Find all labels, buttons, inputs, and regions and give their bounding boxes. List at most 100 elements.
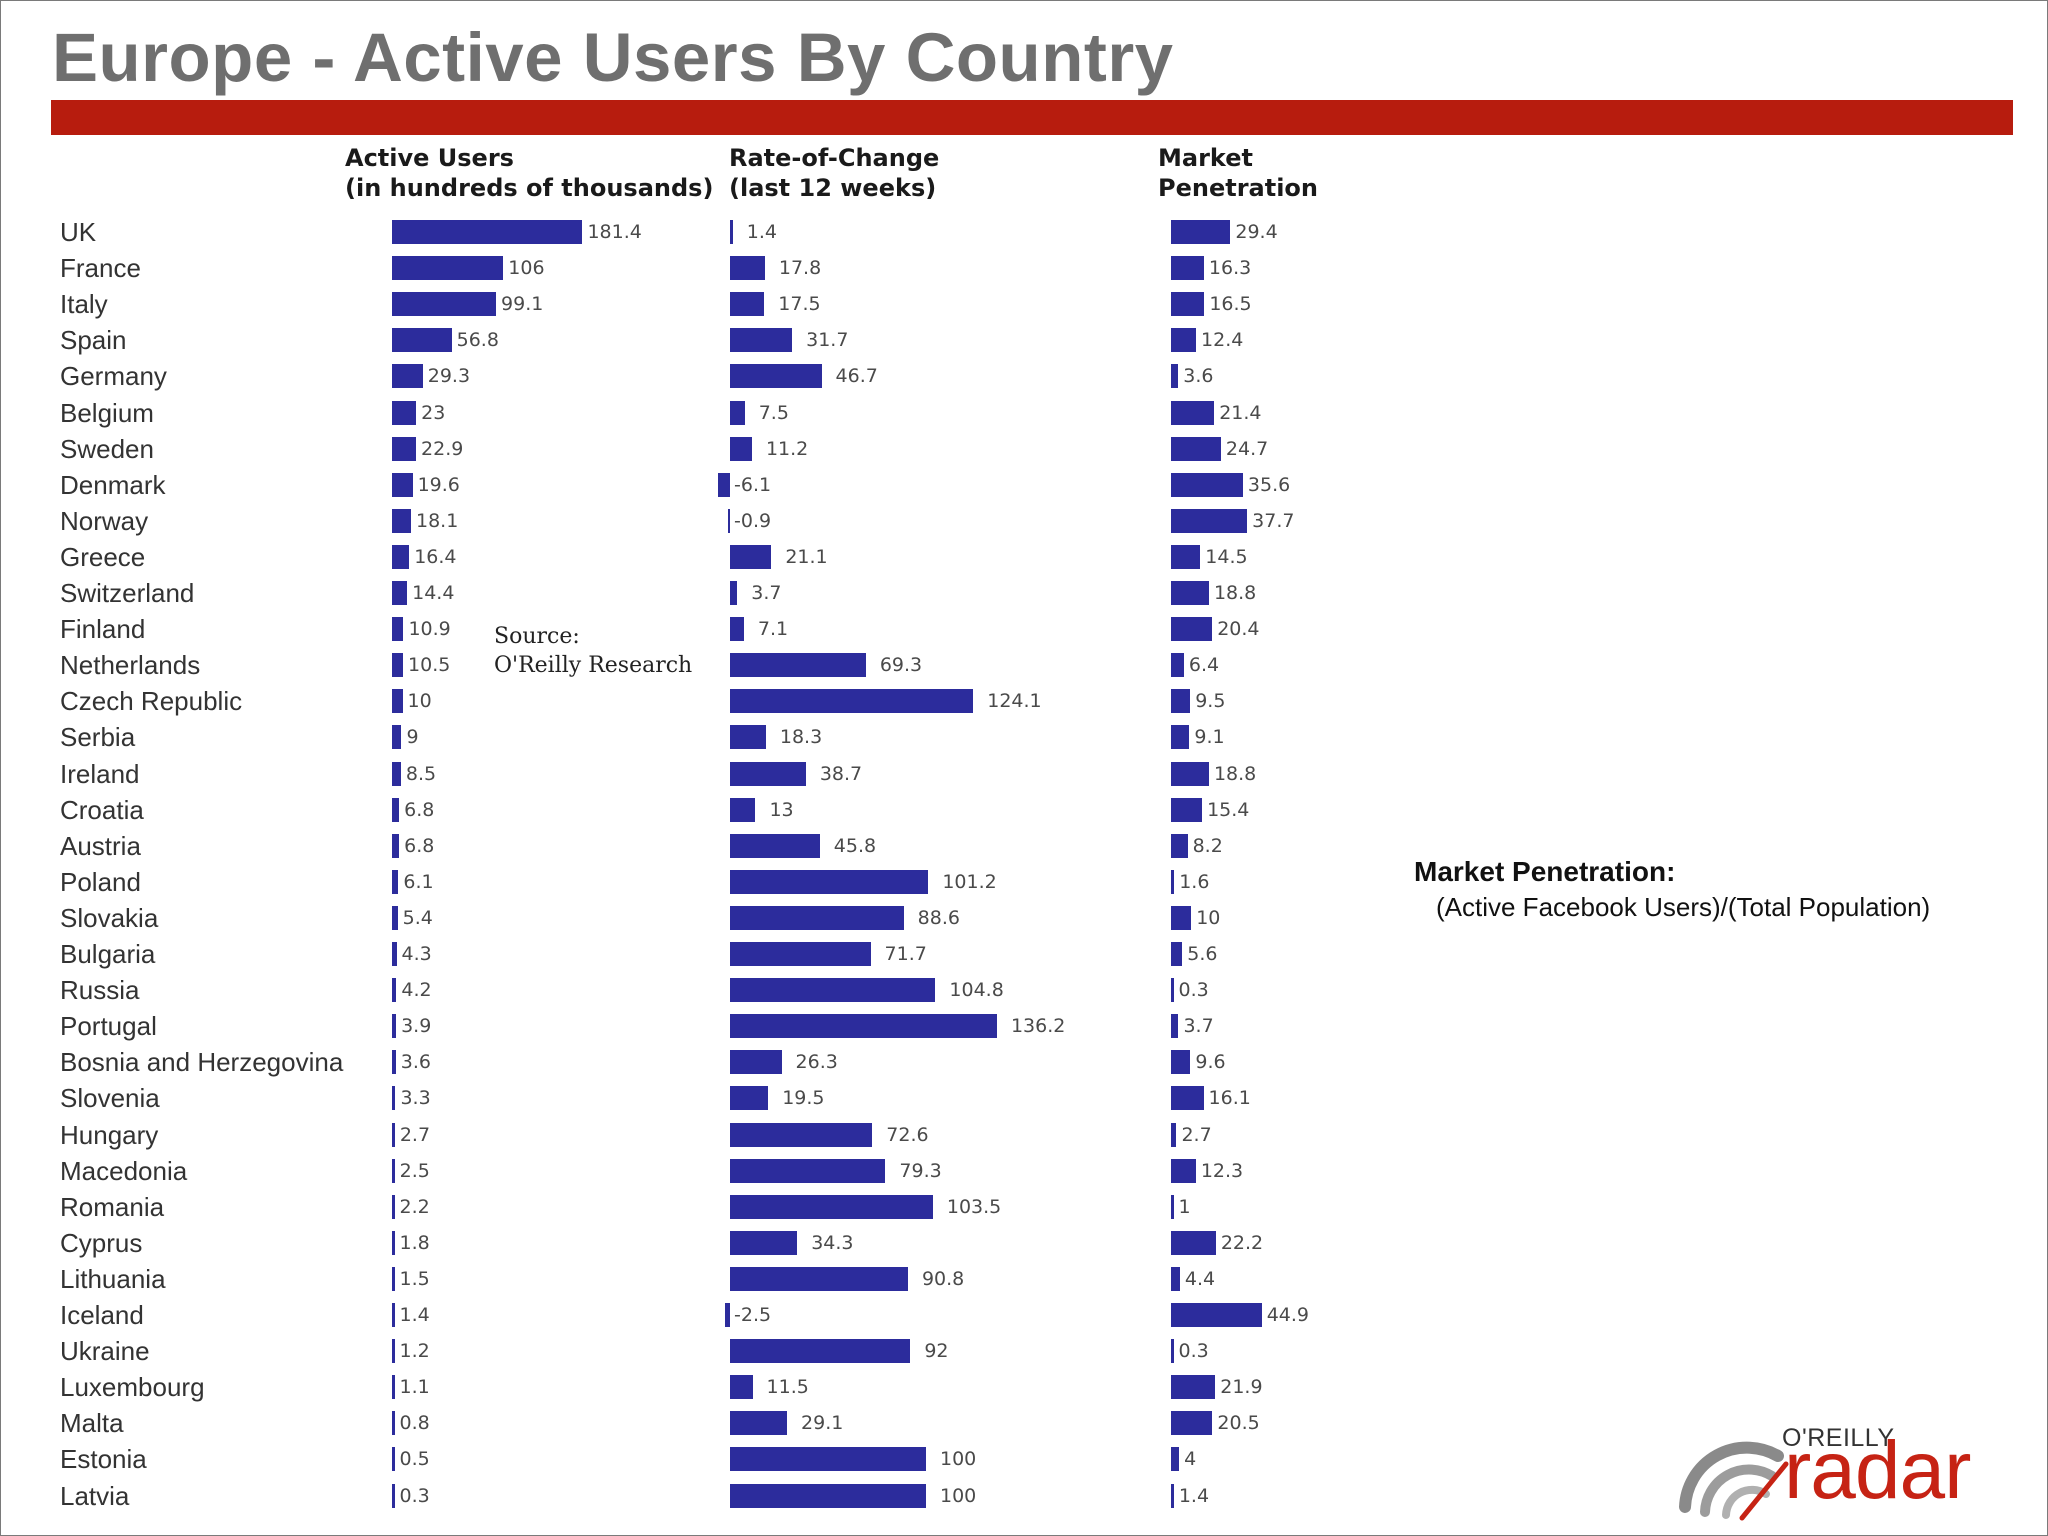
active-users-bar: [392, 1375, 395, 1400]
active-users-value-label: 10.5: [408, 654, 451, 677]
active-users-bar: [392, 1339, 395, 1364]
rate-of-change-value-label: 103.5: [946, 1195, 1002, 1218]
market-penetration-bar: [1171, 400, 1215, 425]
rate-of-change-bar: [730, 761, 806, 786]
market-penetration-bar: [1171, 1411, 1213, 1436]
market-penetration-bar: [1171, 689, 1191, 714]
active-users-bar: [392, 1194, 395, 1219]
market-penetration-value-label: 0.3: [1178, 979, 1209, 1002]
market-penetration-value-label: 4: [1184, 1448, 1197, 1471]
active-users-bar: [392, 689, 403, 714]
market-penetration-value-label: 15.4: [1207, 798, 1250, 821]
active-users-bar: [392, 364, 423, 389]
rate-of-change-bar: [730, 978, 936, 1003]
active-users-bar: [392, 833, 400, 858]
market-penetration-value-label: 4.4: [1184, 1267, 1216, 1290]
market-penetration-value-label: 21.4: [1219, 401, 1262, 424]
rate-of-change-value-label: -2.5: [734, 1304, 772, 1326]
active-users-value-label: 8.5: [405, 762, 437, 785]
rate-of-change-value-label: -6.1: [734, 473, 772, 496]
rate-of-change-value-label: 72.6: [886, 1123, 929, 1146]
country-label: Romania: [60, 1191, 165, 1222]
market-penetration-value-label: 22.2: [1220, 1231, 1264, 1254]
rate-of-change-bar: [730, 1230, 798, 1255]
active-users-value-label: 3.3: [400, 1087, 431, 1110]
country-label: Hungary: [60, 1119, 159, 1150]
active-users-bar: [392, 869, 399, 894]
source-name: O'Reilly Research: [494, 653, 693, 678]
country-label: France: [60, 253, 141, 284]
active-users-value-label: 99.1: [501, 293, 544, 316]
active-users-bar: [392, 1158, 395, 1183]
market-penetration-value-label: 2.7: [1181, 1123, 1212, 1146]
rate-of-change-bar: [730, 1266, 908, 1291]
rate-of-change-bar: [730, 1014, 997, 1039]
rate-of-change-value-label: 136.2: [1010, 1015, 1066, 1038]
active-users-bar: [392, 1447, 395, 1472]
rate-of-change-value-label: 7.1: [757, 618, 789, 641]
active-users-value-label: 29.3: [427, 365, 471, 388]
active-users-value-label: 0.5: [399, 1448, 430, 1471]
rate-of-change-value-label: 17.5: [778, 293, 821, 316]
market-penetration-value-label: 29.4: [1235, 221, 1278, 243]
market-penetration-bar: [1171, 797, 1203, 822]
rate-of-change-value-label: -0.9: [734, 509, 772, 532]
active-users-value-label: 10.9: [408, 618, 451, 641]
market-penetration-column-header: Market Penetration: [1158, 144, 1319, 202]
active-users-bar: [392, 1266, 395, 1291]
slide-title: Europe - Active Users By Country: [52, 19, 1174, 96]
market-penetration-bar: [1171, 1266, 1180, 1291]
active-users-bar: [392, 581, 408, 605]
rate-of-change-bar: [730, 1050, 782, 1075]
active-users-value-label: 2.5: [399, 1159, 430, 1182]
rate-of-change-bar: [730, 1086, 769, 1111]
active-users-value-label: 56.8: [456, 329, 499, 352]
active-users-value-label: 16.4: [414, 545, 457, 568]
rate-of-change-value-label: 11.5: [766, 1376, 809, 1399]
rate-of-change-value-label: 90.8: [921, 1267, 965, 1290]
active-users-value-label: 0.3: [399, 1484, 430, 1507]
market-penetration-bar: [1171, 653, 1184, 678]
rate-of-change-bar: [730, 1339, 911, 1364]
market-penetration-bar: [1171, 581, 1209, 605]
rate-of-change-bar: [730, 400, 745, 425]
market-penetration-value-label: 44.9: [1266, 1304, 1309, 1326]
market-penetration-bar: [1171, 725, 1190, 750]
active-users-value-label: 4.3: [401, 943, 432, 965]
rate-of-change-bar: [727, 508, 730, 533]
market-penetration-value-label: 6.4: [1188, 654, 1220, 677]
market-penetration-value-label: 3.7: [1183, 1015, 1214, 1038]
market-penetration-bar: [1171, 292, 1205, 317]
market-penetration-bar: [1171, 1375, 1216, 1400]
logo-brand-small: O'REILLY: [1782, 1424, 1895, 1452]
country-label: Switzerland: [60, 578, 195, 608]
rate-of-change-value-label: 69.3: [879, 654, 923, 677]
active-users-bar: [392, 256, 504, 281]
active-users-bar: [392, 328, 452, 353]
rate-of-change-bar: [730, 1411, 788, 1436]
market-penetration-value-label: 21.9: [1220, 1376, 1263, 1399]
active-users-value-label: 3.9: [401, 1015, 432, 1038]
rate-of-change-value-label: 13: [769, 798, 794, 821]
active-users-bar: [392, 1483, 395, 1508]
rate-of-change-bar: [730, 725, 766, 750]
market-penetration-bar: [1171, 256, 1204, 281]
market-penetration-bar: [1171, 1230, 1216, 1255]
active-users-bar: [392, 1086, 396, 1111]
country-label: Czech Republic: [60, 686, 243, 717]
market-penetration-value-label: 37.7: [1252, 509, 1295, 532]
active-users-value-label: 3.6: [400, 1051, 431, 1074]
country-label: UK: [60, 217, 97, 247]
market-penetration-bar: [1171, 1303, 1262, 1327]
rate-of-change-bar: [730, 905, 904, 930]
market-penetration-bar: [1171, 472, 1243, 497]
rate-of-change-bar: [730, 1447, 926, 1472]
market-penetration-bar: [1171, 544, 1201, 569]
market-penetration-value-label: 16.1: [1208, 1087, 1251, 1110]
market-penetration-value-label: 0.3: [1178, 1340, 1209, 1363]
active-users-bar: [392, 797, 400, 822]
country-label: Slovakia: [60, 902, 159, 933]
active-users-bar: [392, 1303, 395, 1327]
rate-of-change-value-label: 92: [924, 1340, 949, 1363]
